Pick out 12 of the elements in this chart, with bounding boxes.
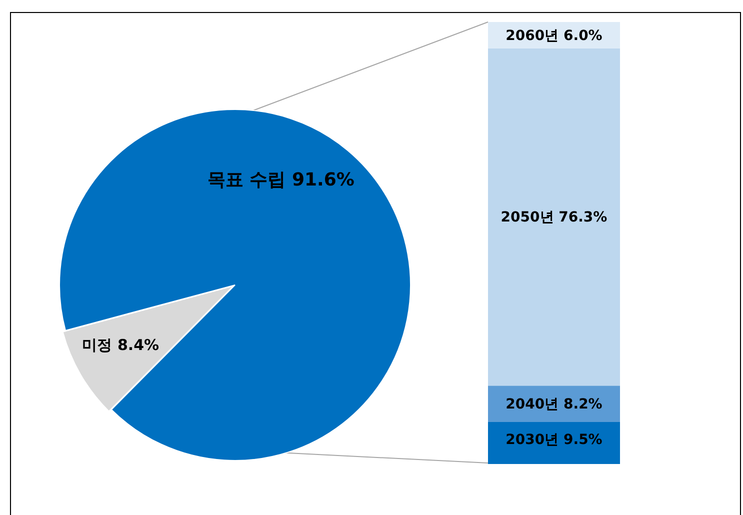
series-label: 2050년 (500, 210, 554, 226)
series-label: 2060년 (506, 28, 559, 44)
data-label: 6.0% (564, 28, 602, 44)
data-label: 8.2% (564, 396, 602, 412)
series-label: 2030년 (506, 432, 559, 448)
slice-label: 미정 8.4% (82, 336, 160, 354)
series-label: 2040년 (506, 396, 559, 412)
bar (488, 48, 620, 386)
slice-label: 목표 수립 91.6% (207, 170, 354, 191)
data-label: 9.5% (564, 432, 602, 448)
bar (488, 422, 620, 464)
data-label: 76.3% (558, 210, 608, 226)
